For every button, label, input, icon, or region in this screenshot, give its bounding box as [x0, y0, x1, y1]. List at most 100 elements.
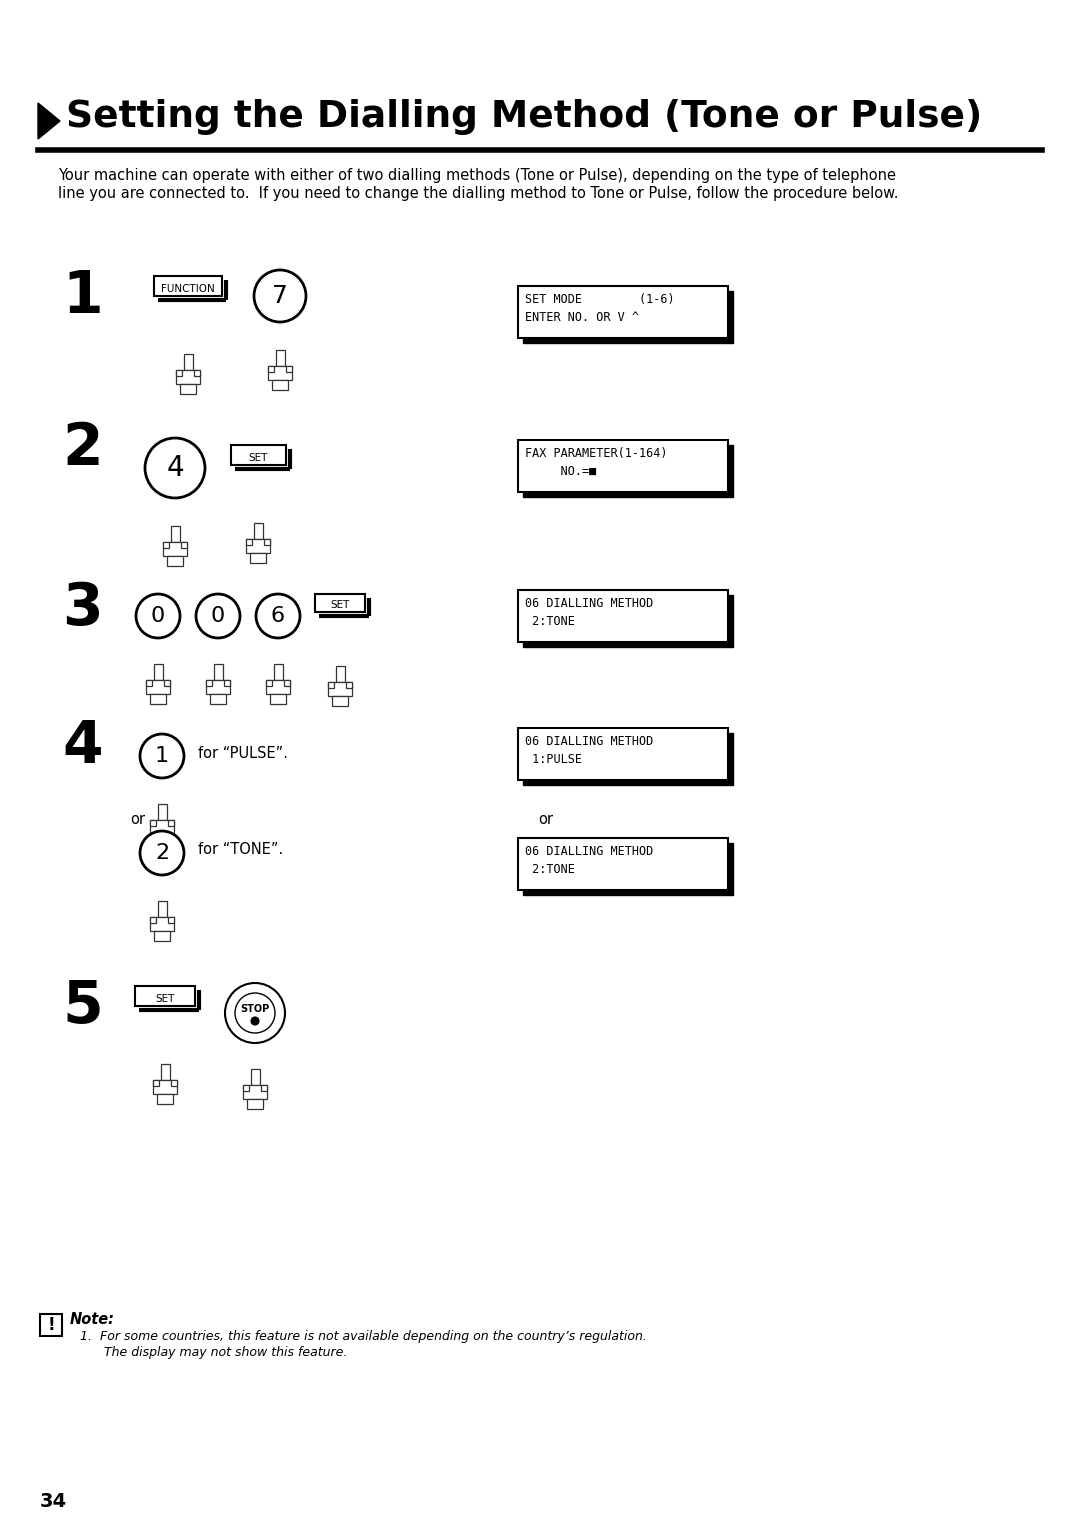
Text: 1.  For some countries, this feature is not available depending on the country’s: 1. For some countries, this feature is n… [80, 1329, 647, 1343]
Bar [247, 1099, 264, 1109]
Bar [224, 680, 230, 686]
Bar [171, 1080, 177, 1086]
Polygon shape [523, 290, 733, 342]
Text: 4: 4 [62, 718, 103, 775]
Text: 7: 7 [272, 284, 288, 309]
Bar [243, 1085, 249, 1091]
Bar [328, 681, 352, 695]
Bar [251, 1070, 259, 1085]
Text: SET MODE        (1-6): SET MODE (1-6) [525, 293, 675, 306]
Polygon shape [523, 594, 733, 646]
Bar [154, 277, 222, 296]
Bar [168, 821, 174, 827]
Bar [153, 1080, 177, 1094]
Text: 6: 6 [271, 607, 285, 626]
Bar [270, 694, 286, 704]
Text: FAX PARAMETER(1-164): FAX PARAMETER(1-164) [525, 448, 667, 460]
Bar [180, 384, 195, 394]
Text: 0: 0 [151, 607, 165, 626]
Bar [40, 1314, 62, 1335]
Bar [157, 1094, 173, 1105]
Bar [518, 286, 728, 338]
Circle shape [145, 439, 205, 498]
Bar [146, 680, 152, 686]
Text: 2:TONE: 2:TONE [525, 614, 575, 628]
Bar [266, 680, 272, 686]
Bar [150, 917, 174, 931]
Bar [158, 902, 166, 917]
Bar [176, 370, 200, 384]
Text: 1: 1 [154, 746, 170, 766]
Bar [135, 986, 195, 1005]
Text: 06 DIALLING METHOD: 06 DIALLING METHOD [525, 735, 653, 749]
Text: STOP: STOP [241, 1004, 270, 1015]
Text: 1: 1 [62, 267, 103, 325]
Text: !: ! [48, 1316, 55, 1334]
Text: 5: 5 [62, 978, 103, 1034]
Text: 06 DIALLING METHOD: 06 DIALLING METHOD [525, 597, 653, 610]
Bar [518, 590, 728, 642]
Text: line you are connected to.  If you need to change the dialling method to Tone or: line you are connected to. If you need t… [58, 186, 899, 202]
Polygon shape [523, 733, 733, 785]
Bar [336, 666, 345, 681]
Circle shape [225, 983, 285, 1044]
Bar [268, 367, 292, 380]
Bar [261, 1085, 267, 1091]
Text: NO.=■: NO.=■ [525, 465, 596, 478]
Text: or: or [130, 813, 145, 828]
Bar [275, 350, 284, 367]
Bar [346, 681, 352, 688]
Bar [272, 380, 288, 390]
Bar [150, 694, 166, 704]
Bar [164, 680, 170, 686]
Circle shape [235, 993, 275, 1033]
Bar [176, 370, 183, 376]
Bar [181, 542, 187, 549]
Bar [273, 665, 283, 680]
Text: 1:PULSE: 1:PULSE [525, 753, 582, 766]
Text: FUNCTION: FUNCTION [161, 284, 215, 293]
Bar [214, 665, 222, 680]
Bar [518, 727, 728, 779]
Circle shape [256, 594, 300, 639]
Bar [210, 694, 226, 704]
Bar [328, 681, 334, 688]
Bar [246, 539, 252, 545]
Bar [246, 539, 270, 553]
Polygon shape [523, 445, 733, 497]
Polygon shape [523, 843, 733, 895]
Text: 34: 34 [40, 1491, 67, 1511]
Bar [153, 1080, 159, 1086]
Bar [206, 680, 230, 694]
Text: The display may not show this feature.: The display may not show this feature. [80, 1346, 348, 1358]
Circle shape [140, 831, 184, 876]
Bar [284, 680, 291, 686]
Text: 2:TONE: 2:TONE [525, 863, 575, 876]
Bar [254, 523, 262, 539]
Text: 3: 3 [62, 581, 103, 637]
Text: 2: 2 [154, 843, 170, 863]
Bar [161, 1063, 170, 1080]
Text: 2: 2 [62, 420, 103, 477]
Bar [286, 367, 292, 371]
Bar [163, 542, 187, 556]
Bar [194, 370, 200, 376]
Bar [150, 821, 156, 827]
Text: 0: 0 [211, 607, 225, 626]
Bar [264, 539, 270, 545]
Text: SET: SET [330, 601, 350, 610]
Polygon shape [38, 102, 60, 139]
Bar [249, 553, 266, 562]
Bar [332, 695, 348, 706]
Text: for “TONE”.: for “TONE”. [198, 842, 283, 857]
Bar [230, 445, 285, 465]
Bar [154, 931, 170, 941]
Circle shape [251, 1018, 259, 1025]
Bar [518, 837, 728, 889]
Bar [158, 804, 166, 821]
Text: Setting the Dialling Method (Tone or Pulse): Setting the Dialling Method (Tone or Pul… [66, 99, 982, 134]
Text: ENTER NO. OR V ^: ENTER NO. OR V ^ [525, 312, 639, 324]
Bar [184, 354, 192, 370]
Bar [243, 1085, 267, 1099]
Bar [146, 680, 170, 694]
